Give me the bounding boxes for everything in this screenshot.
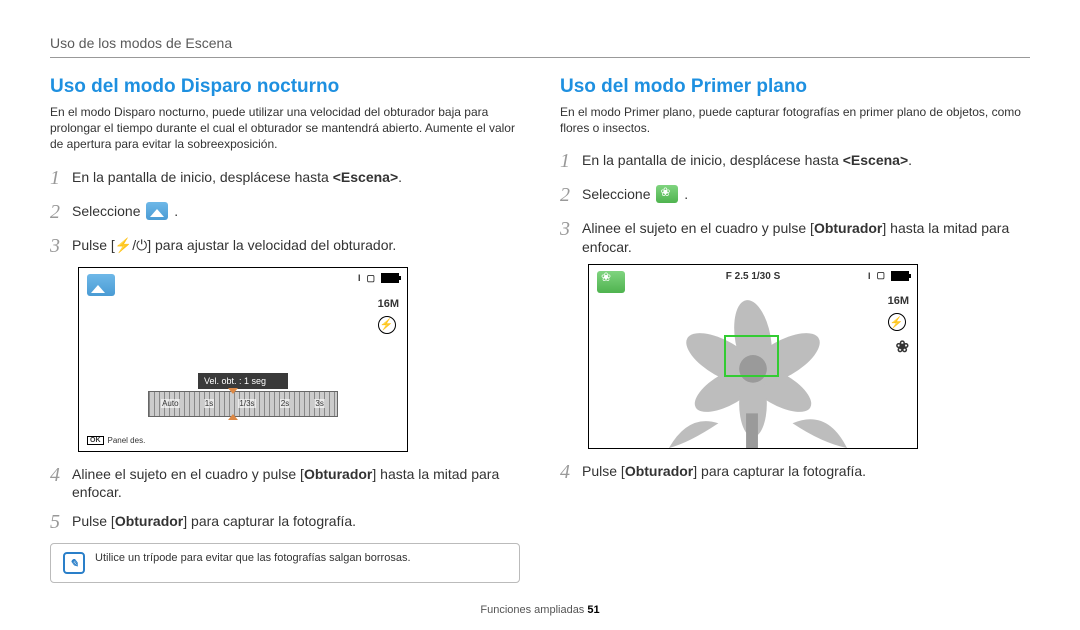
night-mode-icon (146, 202, 168, 220)
step-4: 4 Alinee el sujeto en el cuadro y pulse … (50, 462, 520, 503)
breadcrumb: Uso de los modos de Escena (50, 35, 232, 51)
single-shot-icon: I (868, 271, 871, 281)
right-title: Uso del modo Primer plano (560, 76, 1030, 98)
step-number: 4 (50, 462, 72, 503)
page-footer: Funciones ampliadas 51 (0, 604, 1080, 616)
ok-button-hint: OK (87, 436, 104, 445)
flash-icon: ⚡ (115, 237, 132, 253)
right-status-icons: 16M ⚡ ❀ (888, 295, 909, 363)
step-2: 2 Seleccione . (50, 199, 520, 226)
left-column: Uso del modo Disparo nocturno En el modo… (50, 76, 520, 583)
step-number: 4 (560, 459, 582, 486)
step-body: En la pantalla de inicio, desplácese has… (582, 148, 1030, 175)
content-columns: Uso del modo Disparo nocturno En el modo… (50, 76, 1030, 583)
night-mode-screenshot: I ▢ 16M ⚡ Vel. obt. : 1 seg Auto 1s 1/3s… (78, 267, 408, 452)
single-shot-icon: I (358, 273, 361, 283)
exposure-info: F 2.5 1/30 S (726, 271, 780, 282)
step-body: Pulse [⚡/⏻] para ajustar la velocidad de… (72, 233, 520, 260)
footer-section: Funciones ampliadas (480, 604, 587, 616)
step-number: 1 (560, 148, 582, 175)
status-bar: I ▢ (358, 273, 399, 284)
step-body: En la pantalla de inicio, desplácese has… (72, 165, 520, 192)
scale-marker-top-icon (228, 388, 238, 394)
mode-badge-icon (87, 274, 115, 296)
battery-icon (381, 273, 399, 283)
shutter-speed-panel: Vel. obt. : 1 seg Auto 1s 1/3s 2s 3s (148, 373, 338, 417)
step-5: 5 Pulse [Obturador] para capturar la fot… (50, 509, 520, 536)
step-number: 2 (50, 199, 72, 226)
right-column: Uso del modo Primer plano En el modo Pri… (560, 76, 1030, 583)
step-4: 4 Pulse [Obturador] para capturar la fot… (560, 459, 1030, 486)
flash-off-icon: ⚡ (888, 313, 906, 331)
step-number: 2 (560, 182, 582, 209)
battery-icon (891, 271, 909, 281)
step-number: 3 (50, 233, 72, 260)
step-number: 1 (50, 165, 72, 192)
status-bar: I ▢ (868, 270, 909, 281)
left-title: Uso del modo Disparo nocturno (50, 76, 520, 98)
flash-off-icon: ⚡ (378, 316, 396, 334)
right-steps-cont: 4 Pulse [Obturador] para capturar la fot… (560, 459, 1030, 486)
scale-marker-bottom-icon (228, 414, 238, 420)
page-header: Uso de los modos de Escena (50, 35, 1030, 58)
shutter-label: Vel. obt. : 1 seg (198, 373, 288, 389)
timer-icon: ⏻ (136, 237, 147, 253)
focus-rectangle (724, 335, 779, 377)
left-steps: 1 En la pantalla de inicio, desplácese h… (50, 165, 520, 260)
step-body: Alinee el sujeto en el cuadro y pulse [O… (72, 462, 520, 503)
step-body: Seleccione . (72, 199, 520, 226)
resolution-label: 16M (888, 295, 909, 307)
frame-icon: ▢ (366, 273, 375, 284)
right-status-icons: 16M ⚡ (378, 298, 399, 340)
step-3: 3 Alinee el sujeto en el cuadro y pulse … (560, 216, 1030, 257)
step-body: Pulse [Obturador] para capturar la fotog… (72, 509, 520, 536)
shutter-scale: Auto 1s 1/3s 2s 3s (148, 391, 338, 417)
macro-indicator-icon: ❀ (888, 337, 909, 357)
step-number: 5 (50, 509, 72, 536)
bottom-hint: OK Panel des. (87, 436, 145, 445)
tip-icon: ✎ (63, 552, 85, 574)
step-2: 2 Seleccione . (560, 182, 1030, 209)
step-1: 1 En la pantalla de inicio, desplácese h… (50, 165, 520, 192)
left-steps-cont: 4 Alinee el sujeto en el cuadro y pulse … (50, 462, 520, 537)
resolution-label: 16M (378, 298, 399, 310)
step-3: 3 Pulse [⚡/⏻] para ajustar la velocidad … (50, 233, 520, 260)
right-steps: 1 En la pantalla de inicio, desplácese h… (560, 148, 1030, 257)
mode-badge-icon (597, 271, 625, 293)
step-body: Seleccione . (582, 182, 1030, 209)
macro-mode-icon (656, 185, 678, 203)
macro-mode-screenshot: F 2.5 1/30 S I ▢ 16M ⚡ ❀ (588, 264, 918, 449)
frame-icon: ▢ (876, 270, 885, 281)
tip-text: Utilice un trípode para evitar que las f… (95, 552, 411, 564)
panel-des-label: Panel des. (108, 436, 146, 445)
step-1: 1 En la pantalla de inicio, desplácese h… (560, 148, 1030, 175)
step-body: Pulse [Obturador] para capturar la fotog… (582, 459, 1030, 486)
tip-box: ✎ Utilice un trípode para evitar que las… (50, 543, 520, 583)
right-intro: En el modo Primer plano, puede capturar … (560, 104, 1030, 136)
step-number: 3 (560, 216, 582, 257)
left-intro: En el modo Disparo nocturno, puede utili… (50, 104, 520, 153)
page-number: 51 (587, 604, 599, 616)
step-body: Alinee el sujeto en el cuadro y pulse [O… (582, 216, 1030, 257)
